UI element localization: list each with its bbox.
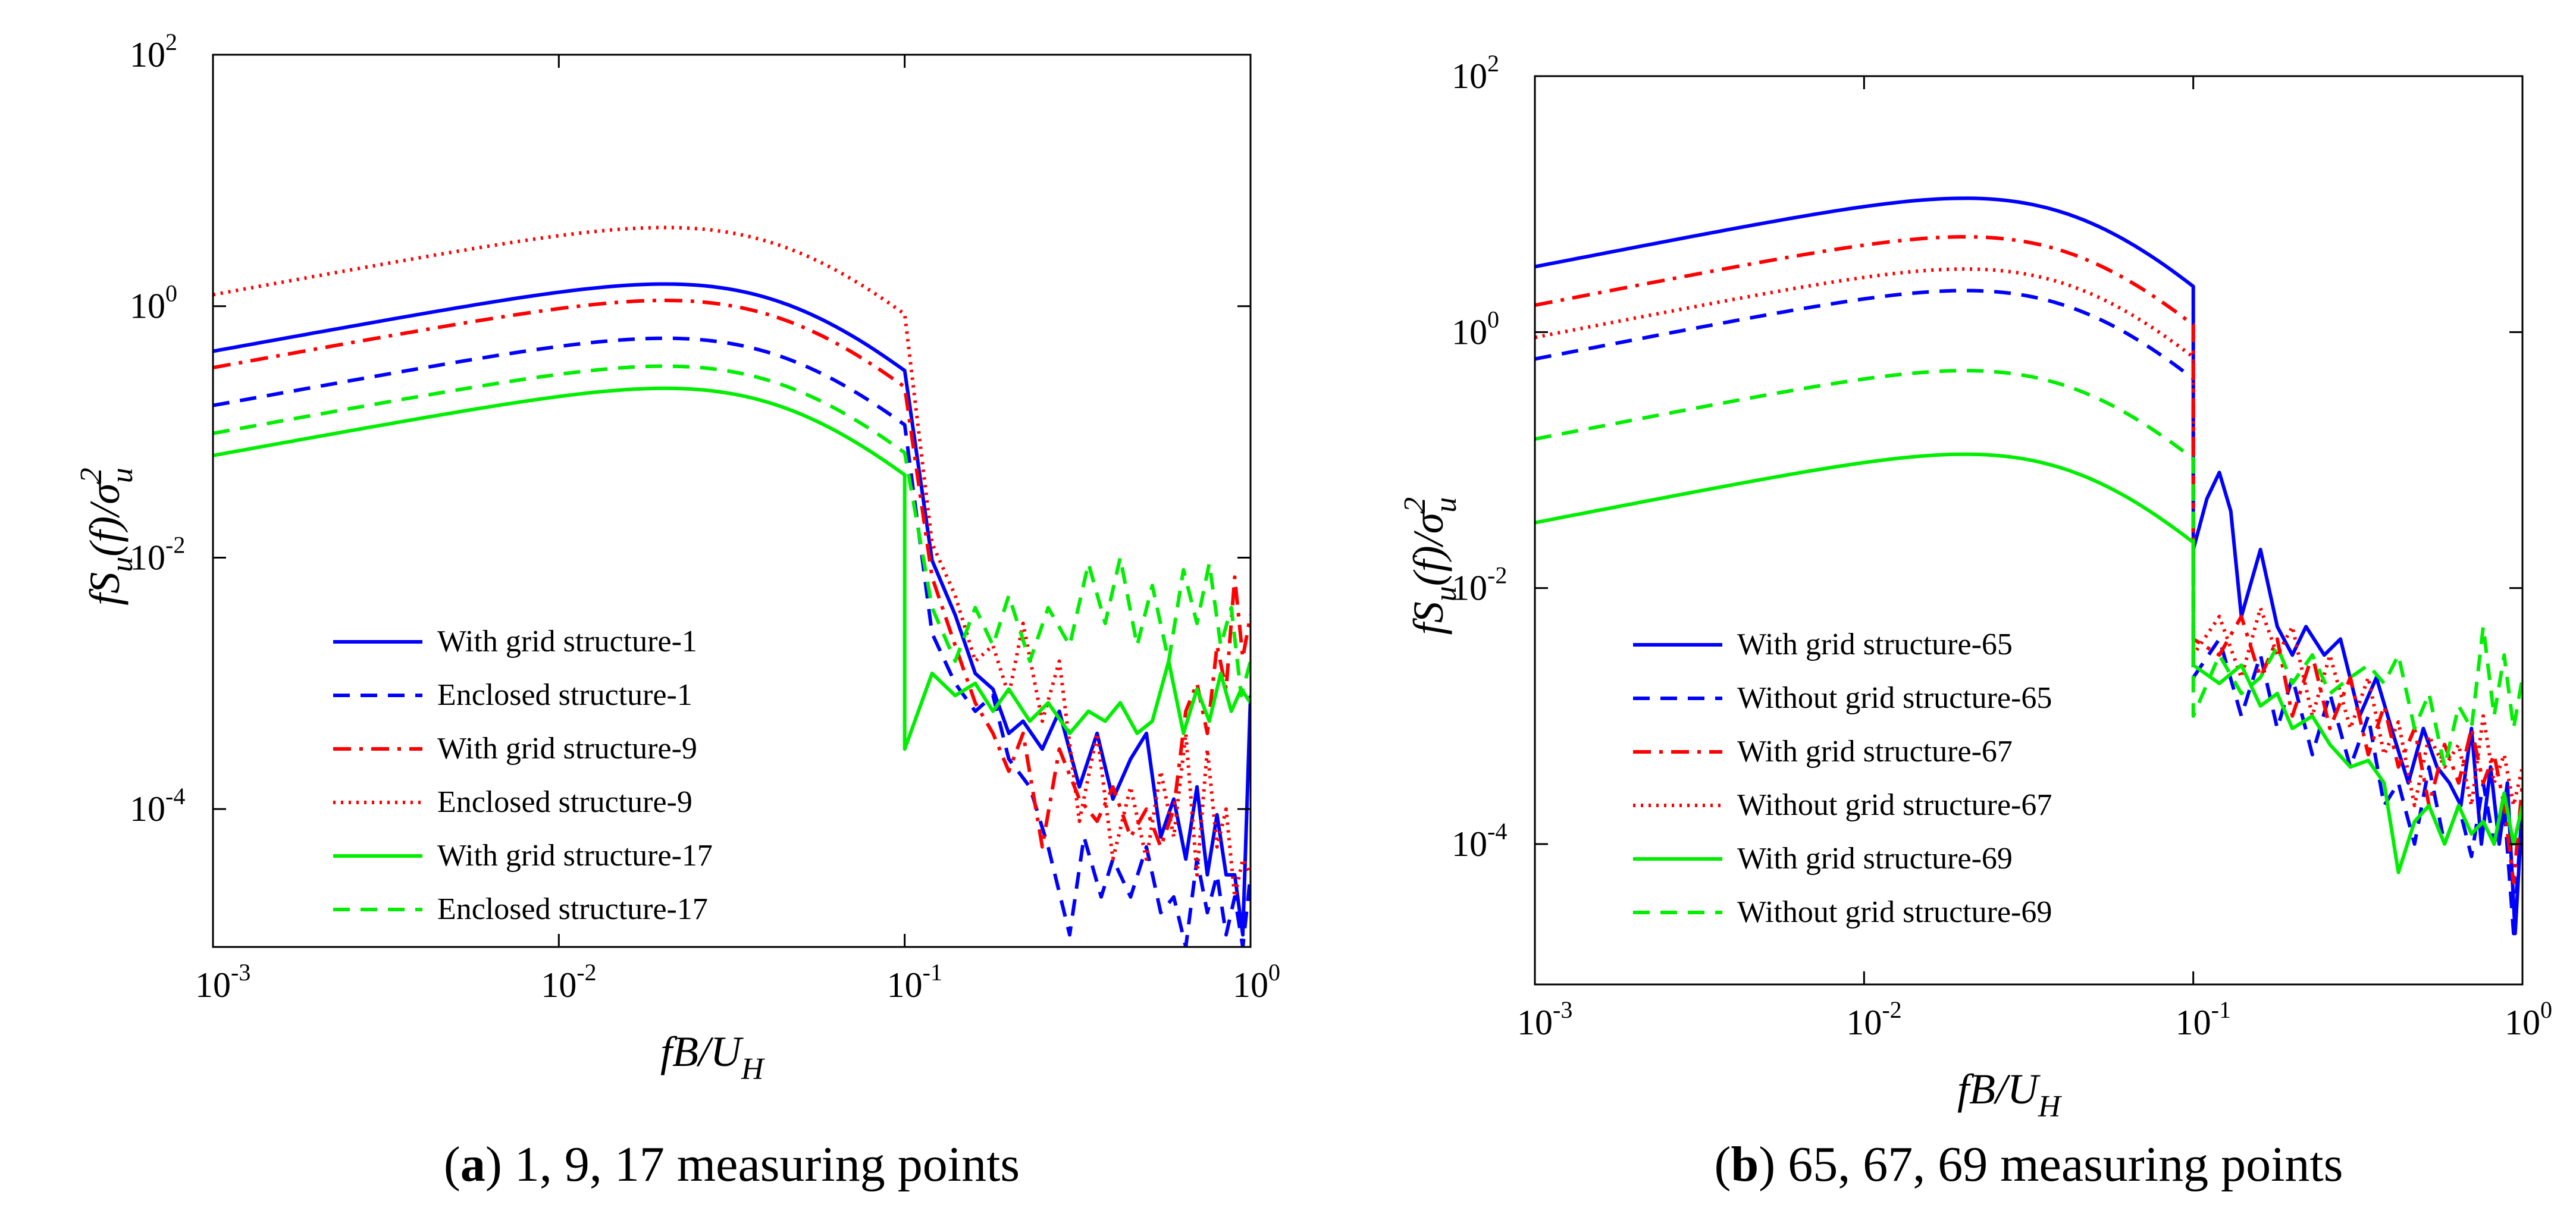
legend-entry: Without grid structure-65 <box>1737 681 2052 715</box>
legend: With grid structure-65 Without grid struc… <box>1633 628 2052 929</box>
axes-frame <box>212 54 1252 948</box>
series-line-5 <box>1535 452 2522 874</box>
legend: With grid structure-1 Enclosed structure-… <box>333 625 713 926</box>
y-tick-label: 10-4 <box>130 783 185 829</box>
legend-entry: Enclosed structure-1 <box>437 678 692 712</box>
series-line-6 <box>213 364 1251 698</box>
x-tick-label: 10-3 <box>195 959 250 1005</box>
legend-entry: With grid structure-67 <box>1737 735 2013 769</box>
legend-entry: With grid structure-1 <box>437 625 697 658</box>
y-tick-label: 100 <box>130 280 177 326</box>
legend-entry: With grid structure-69 <box>1737 842 2013 876</box>
series-line-3 <box>213 299 1251 849</box>
series-line-5 <box>213 386 1251 751</box>
x-tick-label: 10-1 <box>2176 996 2231 1042</box>
panel-a: 10-3 10-2 10-1 10010-410-2100102fB/UHfSu(f)… <box>74 29 1280 1192</box>
panel-caption: (a) 1, 9, 17 measuring points <box>444 1137 1020 1192</box>
x-tick-label: 10-2 <box>541 959 596 1005</box>
x-tick-label: 100 <box>2505 996 2552 1042</box>
series-line-1 <box>213 282 1251 937</box>
y-tick-label: 10-4 <box>1452 818 1507 864</box>
x-axis-label: fB/UH <box>660 1028 765 1086</box>
x-tick-label: 10-3 <box>1517 996 1572 1042</box>
legend-entry: With grid structure-65 <box>1737 628 2013 661</box>
panel-b: 10-3 10-2 10-1 10010-410-2100102fB/UHfSu(f)… <box>1398 50 2552 1192</box>
series-line-1 <box>1535 196 2522 936</box>
y-tick-label: 100 <box>1452 306 1499 352</box>
series-line-6 <box>1535 369 2522 769</box>
y-axis-label: fSu(f)/σ2u <box>1398 497 1463 635</box>
x-tick-label: 100 <box>1233 959 1280 1005</box>
axes-frame <box>1534 75 2524 986</box>
series-line-4 <box>1535 267 2522 808</box>
series-line-2 <box>1535 288 2522 936</box>
legend-entry: With grid structure-17 <box>437 839 713 873</box>
x-axis-label: fB/UH <box>1957 1065 2062 1124</box>
y-tick-label: 102 <box>130 29 177 74</box>
panel-caption: (b) 65, 67, 69 measuring points <box>1715 1137 2343 1192</box>
legend-entry: With grid structure-9 <box>437 732 697 766</box>
x-tick-label: 10-1 <box>887 959 942 1005</box>
legend-entry: Without grid structure-67 <box>1737 788 2052 822</box>
y-axis-label: fSu(f)/σ2u <box>74 468 139 605</box>
series-line-3 <box>1535 235 2522 885</box>
legend-entry: Without grid structure-69 <box>1737 895 2052 929</box>
x-tick-label: 10-2 <box>1846 996 1901 1042</box>
legend-entry: Enclosed structure-9 <box>437 785 692 819</box>
plot-area <box>1535 196 2522 936</box>
y-tick-label: 102 <box>1452 50 1499 96</box>
plot-area <box>213 225 1251 947</box>
series-line-4 <box>213 225 1251 899</box>
legend-entry: Enclosed structure-17 <box>437 892 708 926</box>
